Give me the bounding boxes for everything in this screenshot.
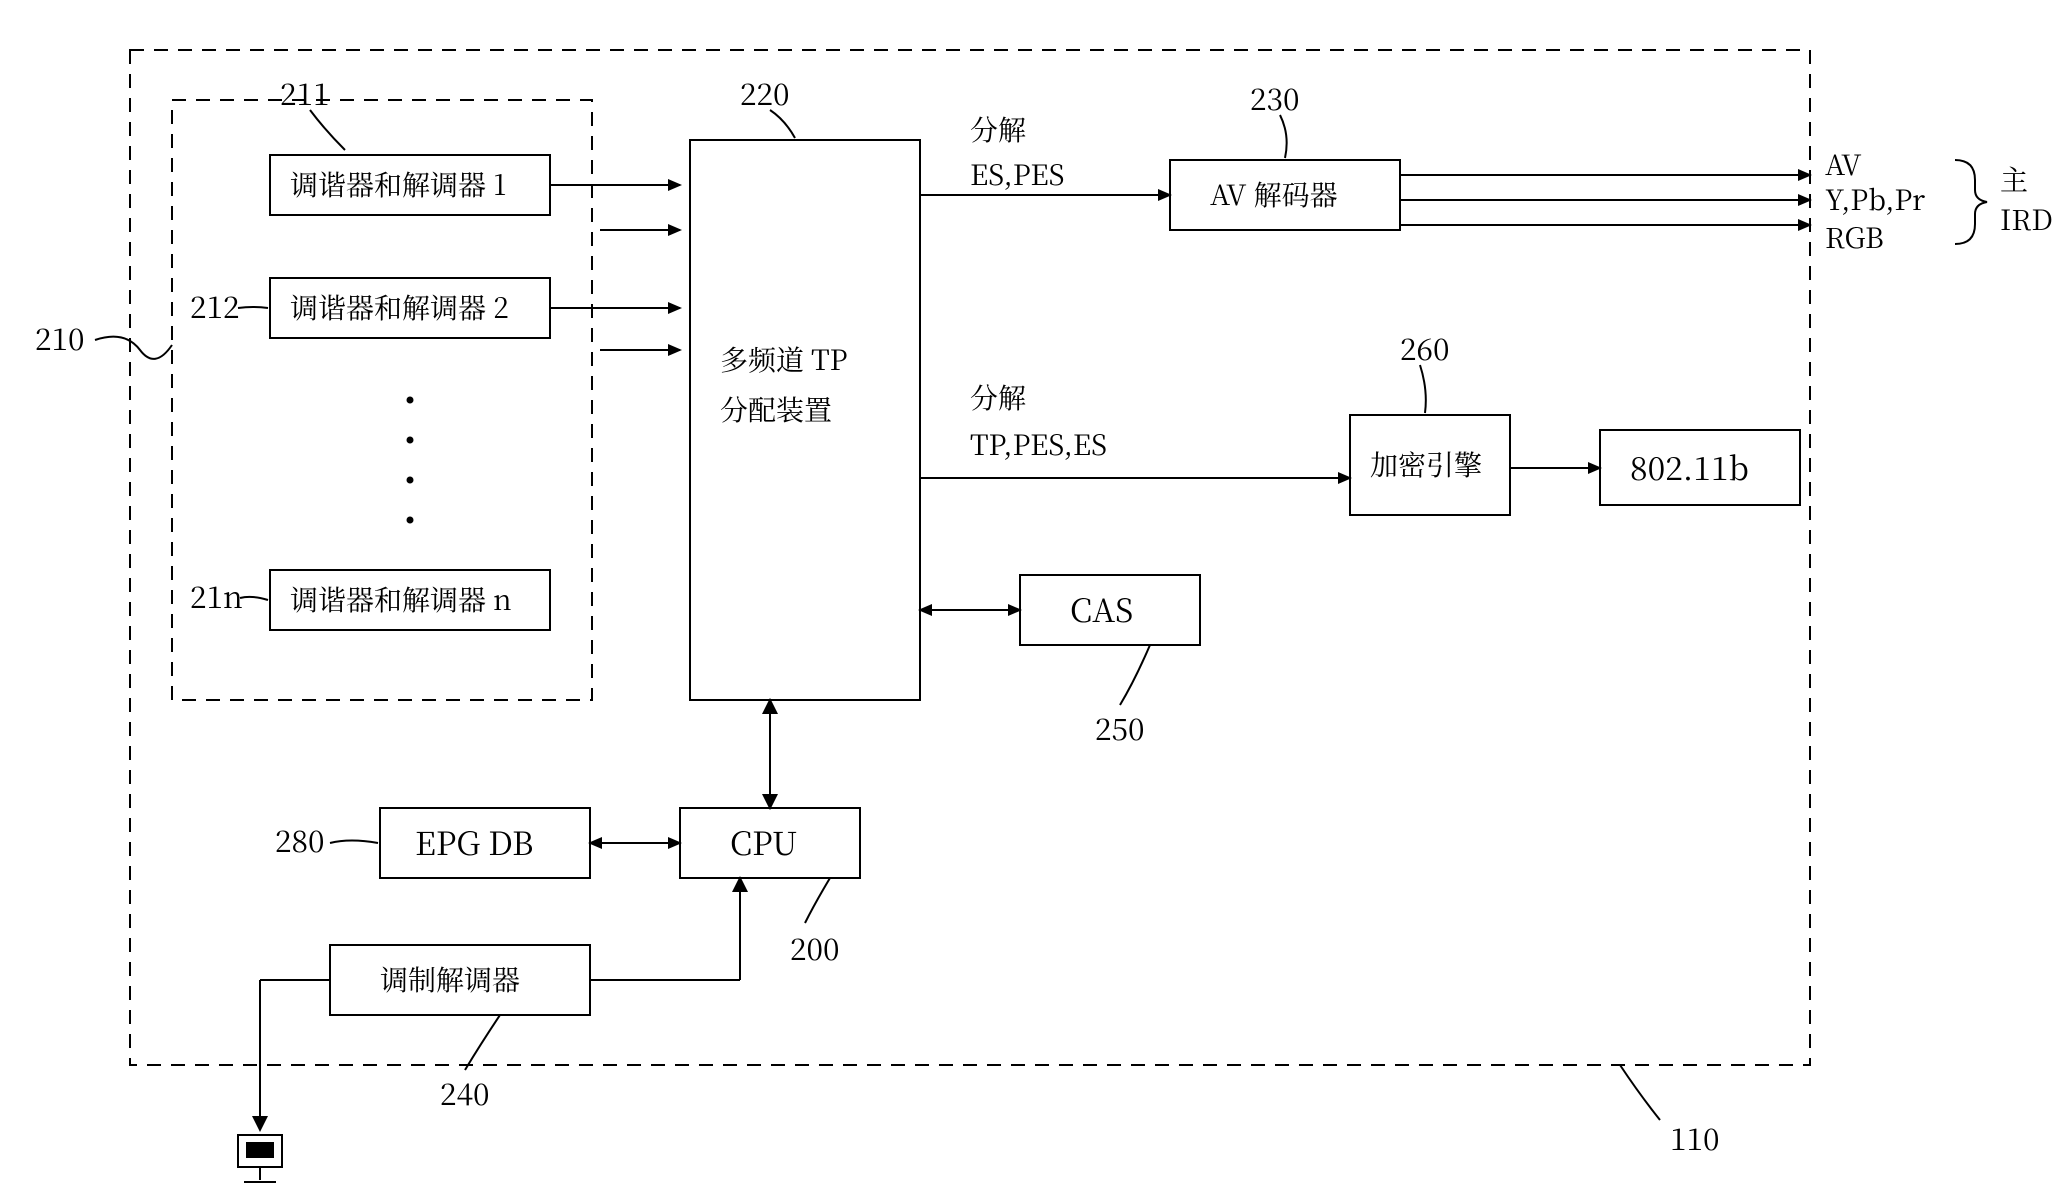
ref-leader-21n: [240, 597, 268, 600]
ref-212: 212: [190, 283, 240, 327]
out-rgb: RGB: [1825, 217, 1884, 257]
vdots-icon: [407, 437, 414, 444]
distributor-line2: 分配装置: [720, 389, 832, 429]
cas-label: CAS: [1070, 586, 1133, 632]
ref-leader-260: [1420, 365, 1426, 413]
ref-280: 280: [275, 817, 325, 861]
ref-leader-240: [465, 1015, 500, 1070]
ref-240: 240: [440, 1070, 490, 1114]
cipher-label: 加密引擎: [1370, 444, 1482, 484]
out-av: AV: [1825, 144, 1861, 184]
ref-21n: 21n: [190, 573, 243, 617]
brace-top: 主: [2000, 159, 2028, 199]
ref-leader-110: [1620, 1065, 1660, 1120]
brace-icon: [1955, 160, 1987, 244]
vdots-icon: [407, 397, 414, 404]
arrow-dist-cpu-v: [762, 698, 778, 810]
cpu-label: CPU: [730, 819, 797, 865]
ref-leader-220: [770, 110, 795, 138]
ref-leader-210: [95, 337, 172, 359]
av-decoder-label: AV 解码器: [1210, 174, 1338, 214]
ref-leader-250: [1120, 645, 1150, 705]
epg-label: EPG DB: [415, 819, 533, 865]
ref-leader-280: [330, 841, 378, 844]
ref-110: 110: [1670, 1115, 1720, 1159]
out-ypbpr: Y,Pb,Pr: [1825, 179, 1925, 219]
wireless-label: 802.11b: [1630, 444, 1749, 490]
ref-leader-230: [1280, 115, 1287, 158]
vdots-icon: [407, 477, 414, 484]
ref-250: 250: [1095, 705, 1145, 749]
edge-demux2b: TP,PES,ES: [970, 424, 1107, 464]
arrow-modem-out: [252, 980, 330, 1132]
modem-label: 调制解调器: [380, 959, 520, 999]
ref-leader-212: [238, 307, 268, 308]
distributor-line1: 多频道 TP: [720, 339, 848, 379]
ref-230: 230: [1250, 75, 1300, 119]
ref-220: 220: [740, 70, 790, 114]
ref-211: 211: [280, 70, 330, 114]
ref-260: 260: [1400, 325, 1450, 369]
brace-bottom: IRD: [2000, 199, 2053, 239]
ref-leader-200: [805, 878, 830, 923]
edge-demux1a: 分解: [970, 109, 1026, 149]
arrow-modem-cpu: [590, 876, 748, 980]
ref-leader-211: [310, 110, 345, 150]
edge-demux2a: 分解: [970, 377, 1026, 417]
ref-210: 210: [35, 315, 85, 359]
computer-icon: [238, 1135, 282, 1182]
tuner-n-label: 调谐器和解调器 n: [290, 579, 512, 619]
tuner-2-label: 调谐器和解调器 2: [290, 287, 509, 327]
vdots-icon: [407, 517, 414, 524]
diagram-canvas: 110 210 调谐器和解调器 1 211 调谐器和解调器 2 212 调谐器和…: [0, 0, 2065, 1201]
edge-demux1b: ES,PES: [970, 154, 1065, 194]
tuner-1-label: 调谐器和解调器 1: [290, 164, 506, 204]
ref-200: 200: [790, 925, 840, 969]
